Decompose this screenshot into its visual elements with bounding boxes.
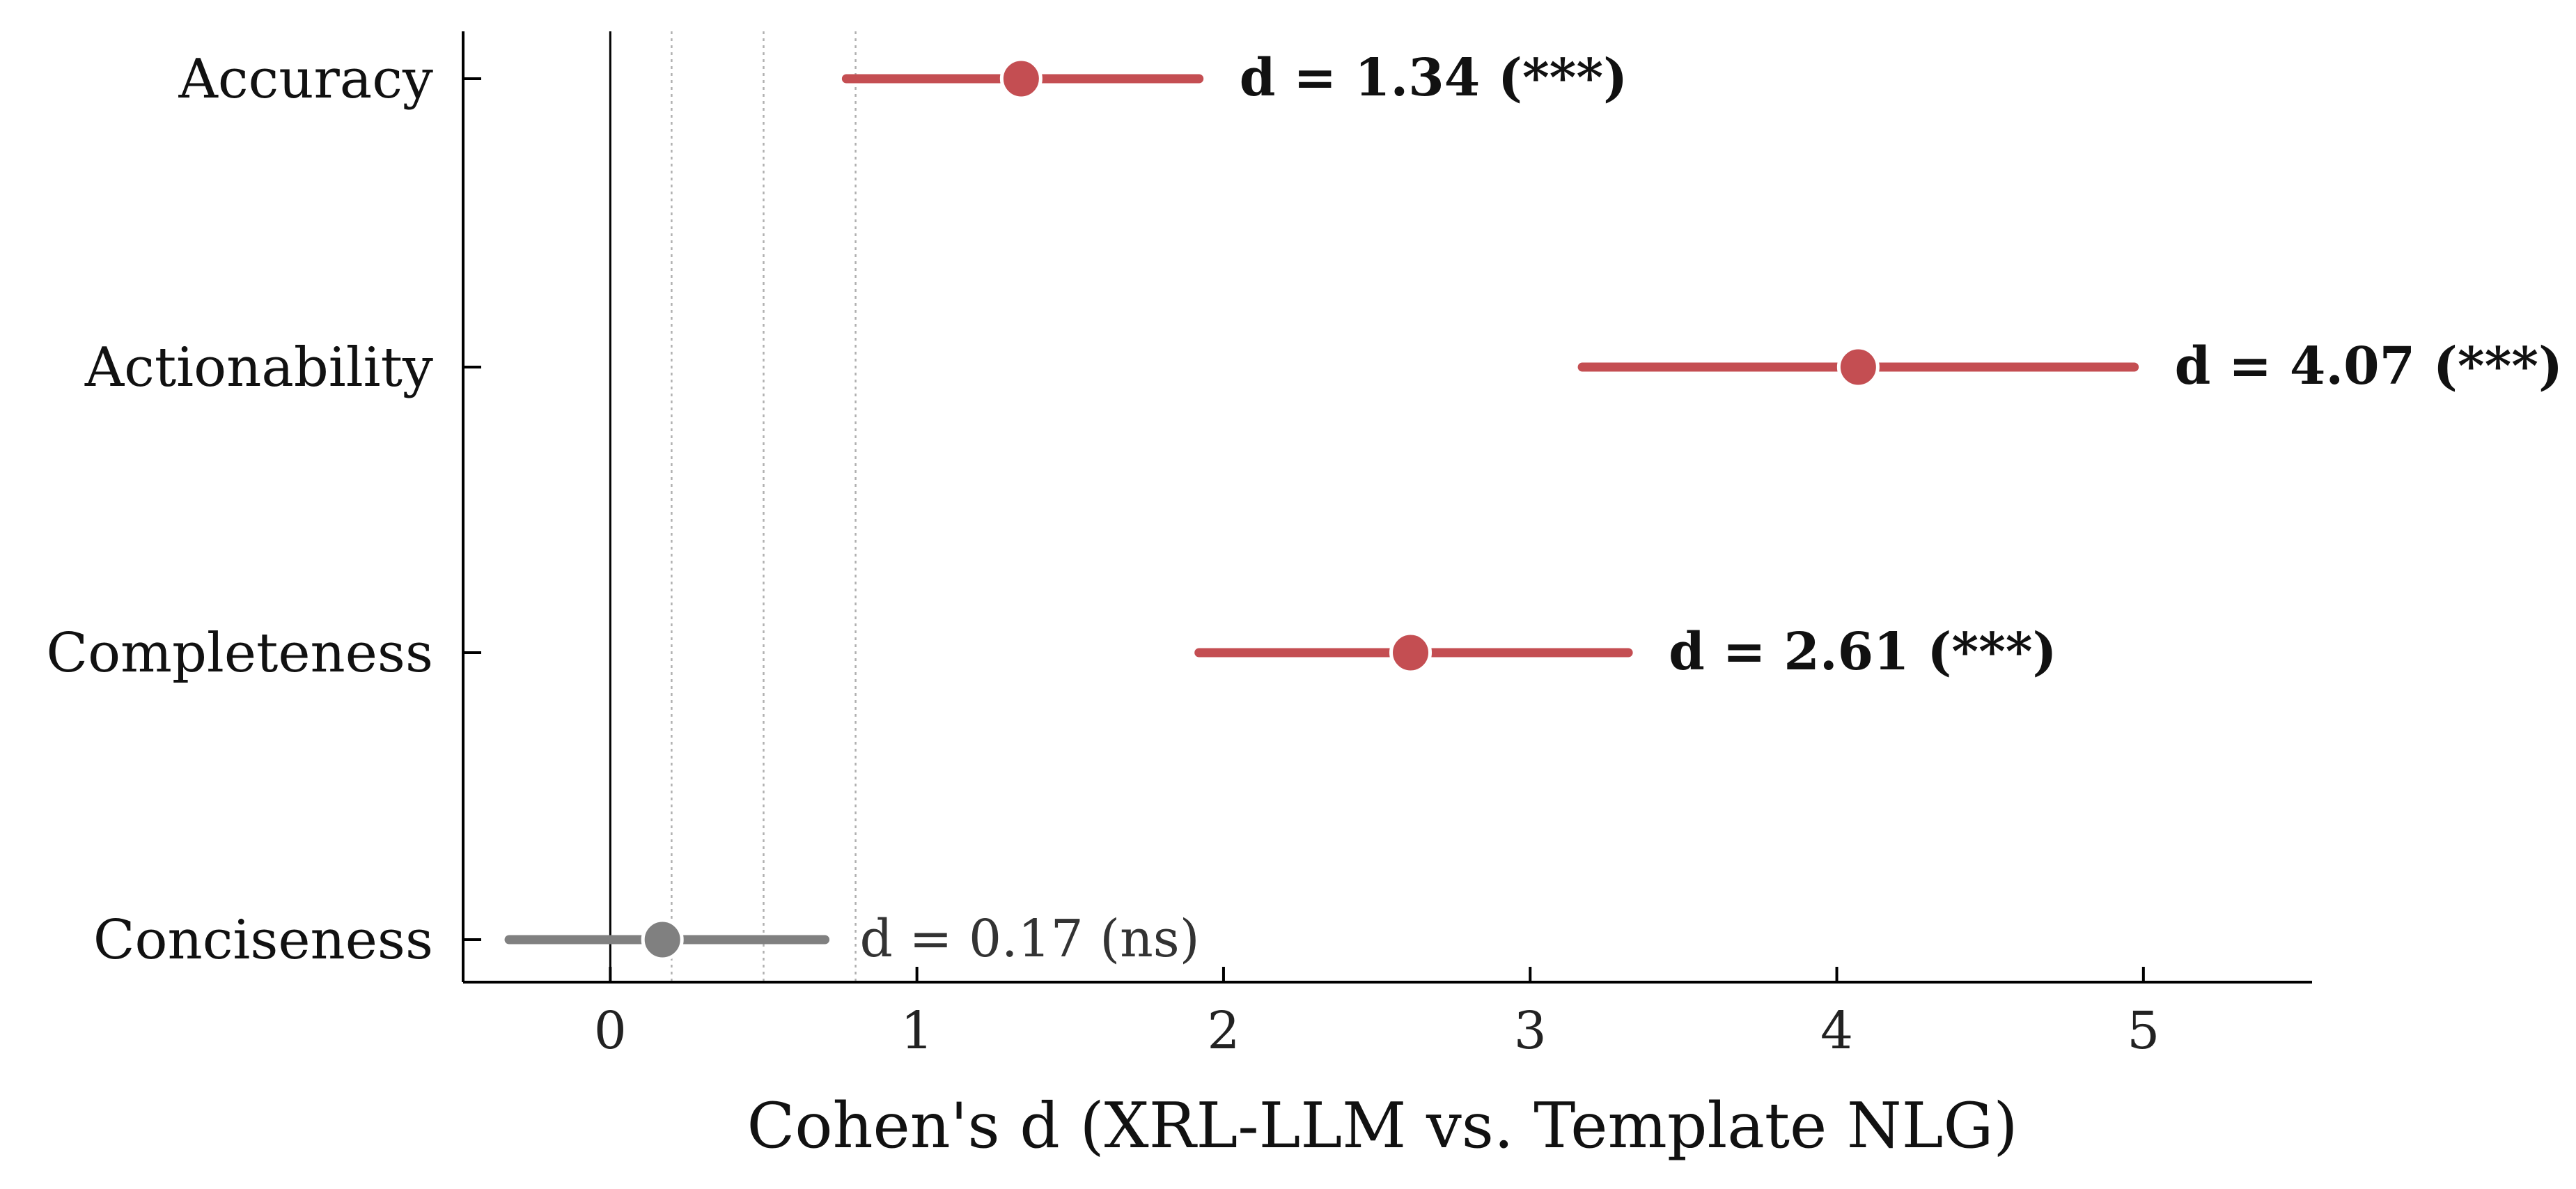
effect-label: d = 0.17 (ns)	[860, 909, 1200, 969]
category-label: Actionability	[84, 336, 433, 399]
category-labels: Accuracy Actionability Completeness Concise…	[46, 48, 433, 972]
x-tick-label: 0	[594, 1001, 627, 1061]
effect-point	[641, 918, 684, 961]
x-ticks: 0 1 2 3 4 5	[594, 967, 2160, 1061]
x-tick-label: 2	[1207, 1001, 1240, 1061]
effect-label: d = 2.61 (***)	[1669, 622, 2056, 682]
effect-point	[1389, 631, 1433, 674]
effect-point	[1836, 345, 1880, 389]
effect-label: d = 1.34 (***)	[1240, 48, 1627, 108]
x-tick-label: 4	[1820, 1001, 1853, 1061]
category-label: Conciseness	[93, 909, 433, 972]
effect-point	[999, 57, 1043, 100]
x-tick-label: 5	[2127, 1001, 2160, 1061]
effect-label: d = 4.07 (***)	[2175, 336, 2563, 396]
category-label: Accuracy	[178, 48, 433, 111]
category-label: Completeness	[46, 622, 433, 685]
chart-marks: d = 1.34 (***) d = 4.07 (***) d = 2.61 (**…	[504, 48, 2563, 969]
axes	[462, 31, 2312, 984]
x-tick-label: 1	[900, 1001, 933, 1061]
x-axis-title: Cohen's d (XRL-LLM vs. Template NLG)	[747, 1089, 2018, 1163]
reference-lines	[609, 31, 857, 982]
x-tick-label: 3	[1514, 1001, 1547, 1061]
